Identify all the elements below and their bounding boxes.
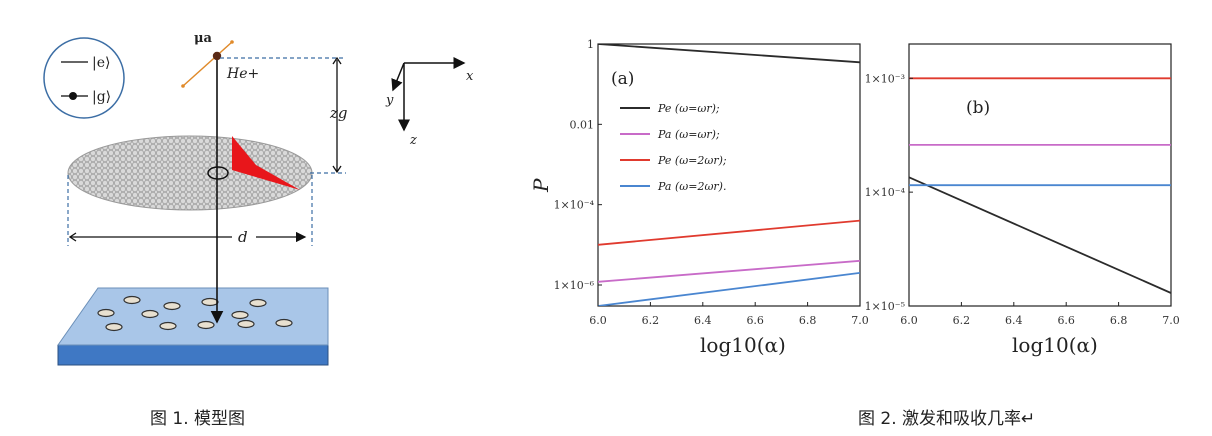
dipole-moment-arrow bbox=[182, 41, 233, 87]
legend-item-3: Pe (ω=2ωr); bbox=[657, 154, 727, 167]
panel-a-x-tick-label: 7.0 bbox=[851, 314, 869, 327]
panel-a-series-line-3 bbox=[598, 219, 860, 246]
panel-a-y-tick-label: 1×10⁻⁶ bbox=[554, 279, 595, 292]
model-diagram: |e⟩ |g⟩ bbox=[43, 31, 474, 366]
ground-electron-dot bbox=[69, 92, 77, 100]
figure-1-caption: 图 1. 模型图 bbox=[150, 409, 246, 429]
atom-dot bbox=[212, 51, 222, 61]
panel-b-label: (b) bbox=[966, 98, 990, 118]
panel-b-y-tick-label: 1×10⁻⁴ bbox=[865, 186, 906, 199]
legend: Pe (ω=ωr); Pa (ω=ωr); Pe (ω=2ωr); Pa (ω=… bbox=[620, 102, 727, 193]
panel-b-ticks: 6.0 6.2 6.4 6.6 6.8 7.0 1×10⁻³ 1×10⁻⁴ 1×10⁻⁵ bbox=[865, 72, 1180, 327]
panel-a-series-line-2 bbox=[598, 259, 860, 283]
panel-a: 6.0 6.2 6.4 6.6 6.8 7.010.011×10⁻⁴1×10⁻⁶ (a) … bbox=[529, 38, 869, 357]
x-axis-label-b: log10(α) bbox=[1012, 333, 1098, 357]
panel-a-x-tick-label: 6.4 bbox=[694, 314, 712, 327]
legend-circle bbox=[43, 37, 125, 119]
legend-ground-label: |g⟩ bbox=[92, 89, 111, 105]
panel-b-x-tick-label: 6.6 bbox=[1057, 314, 1075, 327]
panel-b: 6.0 6.2 6.4 6.6 6.8 7.0 1×10⁻³ 1×10⁻⁴ 1×10⁻⁵ (b)… bbox=[865, 43, 1180, 357]
substrate-particles bbox=[97, 295, 293, 332]
state-legend: |e⟩ |g⟩ bbox=[43, 37, 125, 119]
panel-a-y-tick-label: 1 bbox=[587, 38, 594, 51]
x-axis-label-a: log10(α) bbox=[700, 333, 786, 357]
panel-a-x-tick-label: 6.8 bbox=[799, 314, 817, 327]
panel-a-series-line-4 bbox=[598, 272, 860, 306]
panel-b-x-tick-label: 6.4 bbox=[1005, 314, 1023, 327]
panel-a-series-line-1 bbox=[598, 44, 860, 64]
coordinate-axes: x y z bbox=[385, 57, 474, 148]
legend-item-1: Pe (ω=ωr); bbox=[657, 102, 720, 115]
panel-a-frame bbox=[597, 43, 861, 307]
graphene-disk bbox=[67, 135, 313, 211]
diameter-label: d bbox=[238, 228, 248, 246]
panel-a-x-tick-label: 6.6 bbox=[746, 314, 764, 327]
figure-2-caption: 图 2. 激发和吸收几率↵ bbox=[858, 409, 1036, 429]
height-label: zg bbox=[329, 104, 348, 122]
substrate bbox=[57, 287, 329, 366]
panel-a-x-tick-label: 6.0 bbox=[589, 314, 607, 327]
panel-a-y-tick-label: 0.01 bbox=[570, 118, 595, 131]
panel-b-series-line-1 bbox=[909, 176, 1171, 294]
panel-b-x-tick-label: 6.8 bbox=[1110, 314, 1128, 327]
panel-a-x-tick-label: 6.2 bbox=[642, 314, 660, 327]
legend-item-4: Pa (ω=2ωr). bbox=[657, 180, 726, 193]
y-axis-label: P bbox=[529, 178, 553, 193]
panel-b-y-tick-label: 1×10⁻⁵ bbox=[865, 300, 905, 313]
panel-a-ticks: 6.0 6.2 6.4 6.6 6.8 7.0 1 0.01 1×10⁻⁴ 1×10⁻⁶ bbox=[554, 38, 869, 327]
panel-a-label: (a) bbox=[611, 69, 634, 89]
panel-b-x-tick-label: 7.0 bbox=[1162, 314, 1180, 327]
panel-a-y-tick-label: 1×10⁻⁴ bbox=[554, 199, 595, 212]
panel-b-y-tick-label: 1×10⁻³ bbox=[865, 72, 905, 85]
legend-item-2: Pa (ω=ωr); bbox=[657, 128, 720, 141]
panel-b-frame bbox=[908, 43, 1172, 307]
panel-b-plot-area bbox=[909, 77, 1171, 294]
legend-excited-label: |e⟩ bbox=[92, 55, 110, 71]
panel-a-plot-area bbox=[598, 44, 860, 306]
axis-y-label: y bbox=[385, 93, 394, 108]
aperture-ring bbox=[207, 166, 229, 180]
atom-label: He+ bbox=[226, 66, 259, 82]
panel-b-x-tick-label: 6.0 bbox=[900, 314, 918, 327]
axis-x-label: x bbox=[466, 69, 474, 84]
dipole-label: μa bbox=[194, 31, 213, 46]
field-profile-shape bbox=[232, 136, 300, 190]
axis-z-label: z bbox=[409, 133, 417, 148]
panel-b-x-tick-label: 6.2 bbox=[953, 314, 971, 327]
